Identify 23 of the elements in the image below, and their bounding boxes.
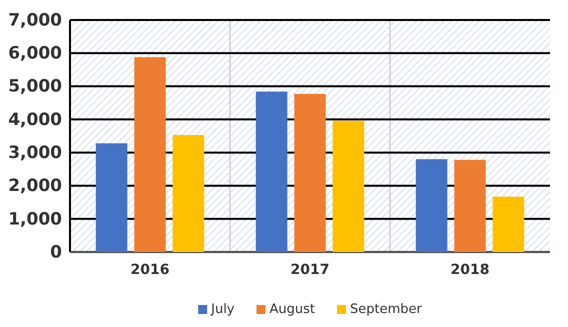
y-tick-label: 1,000 — [8, 209, 62, 230]
bar — [294, 94, 326, 252]
x-tick-label: 2016 — [130, 262, 170, 278]
y-tick-label: 4,000 — [8, 110, 62, 130]
bar — [454, 160, 486, 252]
bar — [492, 196, 524, 252]
bar — [332, 120, 364, 252]
bar — [96, 143, 128, 252]
legend-label: August — [270, 302, 316, 317]
legend-label: September — [350, 302, 423, 317]
bar — [134, 57, 166, 252]
bar — [256, 92, 288, 252]
y-tick-label: 7,000 — [8, 10, 62, 30]
y-tick-label: 6,000 — [8, 44, 62, 64]
bar — [172, 135, 204, 252]
x-tick-label: 2017 — [290, 262, 330, 278]
y-tick-label: 2,000 — [8, 176, 62, 196]
legend-label: July — [210, 302, 235, 317]
x-tick-label: 2018 — [450, 262, 490, 278]
bar — [416, 159, 448, 252]
y-tick-label: 0 — [50, 242, 62, 262]
y-tick-label: 3,000 — [8, 143, 62, 164]
y-tick-label: 5,000 — [8, 76, 62, 97]
